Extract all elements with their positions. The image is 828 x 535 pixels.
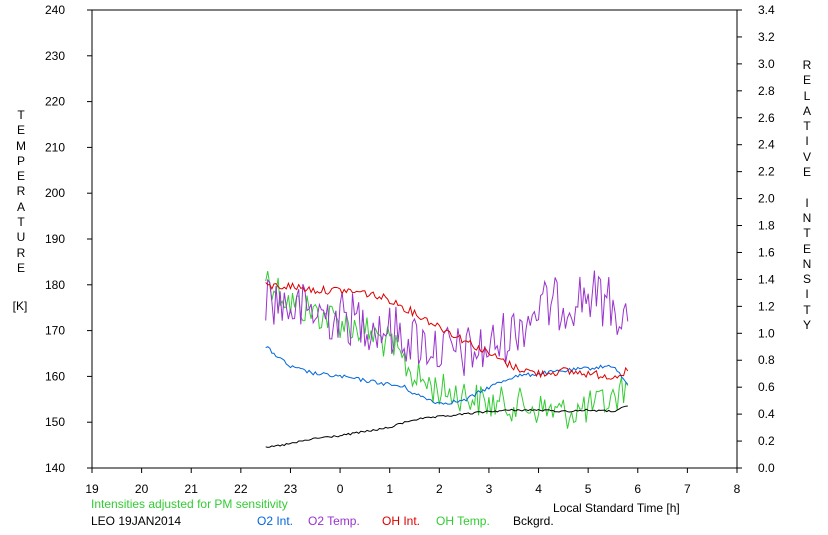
series-line-o2-temp [265, 270, 629, 376]
right-tick-label: 0.2 [758, 434, 775, 448]
station-date-label: LEO 19JAN2014 [91, 514, 182, 528]
x-tick-label: 5 [585, 482, 592, 496]
legend-bckgrd: Bckgrd. [513, 514, 554, 528]
legend-o2-temp: O2 Temp. [308, 514, 360, 528]
series-layer [265, 270, 629, 448]
right-tick-label: 2.2 [758, 165, 775, 179]
right-tick-label: 3.2 [758, 30, 775, 44]
x-tick-label: 1 [386, 482, 393, 496]
note-text: Intensities adjusted for PM sensitivity [91, 497, 288, 511]
right-tick-label: 0.6 [758, 380, 775, 394]
x-tick-label: 6 [634, 482, 641, 496]
right-tick-label: 0.8 [758, 353, 775, 367]
left-axis-ticks: 140 150 160 170 180 190 200 210 220 230 240 [45, 3, 92, 475]
legend-o2-int: O2 Int. [257, 514, 294, 528]
right-tick-label: 1.6 [758, 245, 775, 259]
x-axis-label: Local Standard Time [h] [553, 501, 680, 515]
left-tick-label: 190 [45, 232, 65, 246]
x-tick-label: 2 [436, 482, 443, 496]
x-tick-label: 4 [535, 482, 542, 496]
right-tick-label: 1.8 [758, 219, 775, 233]
right-tick-label: 0.0 [758, 461, 775, 475]
plot-frame [91, 9, 738, 469]
x-tick-label: 23 [284, 482, 298, 496]
left-tick-label: 200 [45, 186, 65, 200]
right-tick-label: 1.2 [758, 299, 775, 313]
left-tick-label: 140 [45, 461, 65, 475]
left-tick-label: 170 [45, 324, 65, 338]
x-tick-label: 3 [486, 482, 493, 496]
legend-oh-int: OH Int. [382, 514, 421, 528]
x-tick-label: 7 [684, 482, 691, 496]
left-tick-label: 240 [45, 3, 65, 17]
right-tick-label: 2.4 [758, 138, 775, 152]
right-tick-label: 2.8 [758, 84, 775, 98]
series-line-oh-temp [265, 271, 629, 429]
x-tick-label: 20 [135, 482, 149, 496]
left-tick-label: 230 [45, 49, 65, 63]
x-tick-label: 8 [734, 482, 741, 496]
left-tick-label: 180 [45, 278, 65, 292]
x-tick-label: 21 [185, 482, 199, 496]
y-axis-left-unit: [K] [12, 299, 28, 313]
right-tick-label: 2.0 [758, 192, 775, 206]
left-tick-label: 210 [45, 140, 65, 154]
right-tick-label: 3.0 [758, 57, 775, 71]
legend-oh-temp: OH Temp. [436, 514, 490, 528]
right-tick-label: 2.6 [758, 111, 775, 125]
series-line-o2-int [265, 346, 629, 405]
series-line-oh-int [265, 281, 629, 380]
left-tick-label: 160 [45, 369, 65, 383]
x-tick-label: 22 [234, 482, 248, 496]
x-tick-label: 19 [85, 482, 99, 496]
right-axis-ticks: 0.0 0.2 0.4 0.6 0.8 1.0 1.2 1.4 1.6 1.8 2.0 2.2 2.4 2… [737, 3, 775, 475]
right-tick-label: 3.4 [758, 3, 775, 17]
right-tick-label: 0.4 [758, 407, 775, 421]
x-axis-ticks: 19 20 21 22 23 0 1 2 3 4 5 6 7 8 [85, 468, 741, 496]
series-line-bckgrd [265, 405, 628, 448]
left-tick-label: 150 [45, 415, 65, 429]
right-tick-label: 1.4 [758, 272, 775, 286]
left-tick-label: 220 [45, 95, 65, 109]
x-tick-label: 0 [337, 482, 344, 496]
right-tick-label: 1.0 [758, 326, 775, 340]
